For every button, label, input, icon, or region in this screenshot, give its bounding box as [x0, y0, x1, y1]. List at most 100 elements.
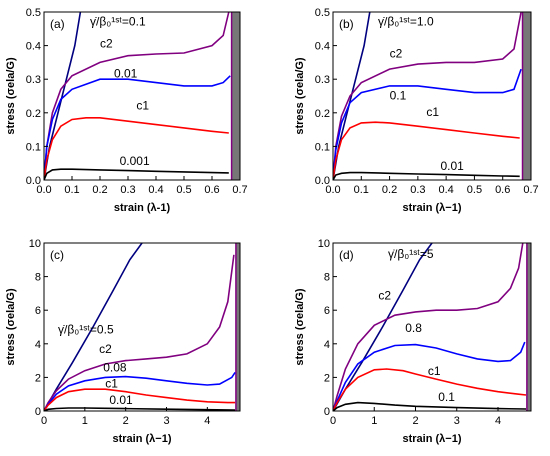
series-line-0.001 [44, 168, 229, 180]
x-tick-label: 0.0 [36, 184, 51, 196]
x-tick-label: 0.1 [64, 184, 79, 196]
y-tick-label: 0.5 [26, 7, 41, 19]
y-axis-label: stress (σela/G) [294, 288, 306, 366]
curve-label-0.08: 0.08 [103, 361, 127, 375]
panel-letter: (a) [50, 17, 65, 31]
series-line-0.01 [333, 171, 520, 180]
curve-label-0.01: 0.01 [109, 393, 133, 407]
y-axis-label: stress (σela/G) [294, 57, 306, 135]
panel-letter: (c) [50, 248, 64, 262]
y-tick-label: 0.4 [26, 41, 41, 53]
panel-letter: (b) [339, 17, 354, 31]
x-tick-label: 1 [371, 415, 377, 427]
series-group [44, 243, 236, 411]
x-tick-label: 0 [41, 415, 47, 427]
limit-band [526, 243, 531, 411]
x-tick-label: 0.5 [467, 184, 482, 196]
y-tick-label: 10 [29, 238, 41, 250]
x-tick-label: 2 [123, 415, 129, 427]
series-line-0.08 [44, 371, 236, 411]
x-tick-label: 4 [204, 415, 210, 427]
x-tick-label: 0.6 [204, 184, 219, 196]
y-axis-label: stress (σela/G) [5, 288, 17, 366]
series-line-0.1 [333, 68, 522, 180]
series-group [333, 243, 527, 411]
panel-a: 0.0 0.1 0.2 0.3 0.4 0.5 0.6 0.7 0.0 0.1 0.2 0.3 0.4 0… [5, 7, 248, 214]
x-tick-label: 0.4 [148, 184, 163, 196]
y-tick-label: 2 [35, 372, 41, 384]
x-tick-label: 0.2 [92, 184, 107, 196]
curve-label-c1: c1 [428, 364, 441, 378]
y-tick-label: 4 [35, 339, 41, 351]
x-tick-label: 0.1 [354, 184, 369, 196]
curve-label-0.001: 0.001 [120, 154, 150, 168]
x-tick-label: 4 [495, 415, 501, 427]
series-line-c2 [44, 12, 230, 180]
x-tick-label: 0.2 [382, 184, 397, 196]
series-line-c2 [44, 254, 235, 411]
x-tick-label: 0.0 [325, 184, 340, 196]
x-axis-label: strain (λ−1) [403, 433, 462, 445]
series-group [333, 12, 522, 180]
x-tick-label: 3 [163, 415, 169, 427]
y-tick-label: 0.0 [315, 175, 330, 187]
y-tick-label: 0.1 [315, 141, 330, 153]
limit-band [231, 12, 240, 180]
axes-frame [43, 242, 241, 412]
x-axis-label: strain (λ-1) [114, 202, 171, 214]
panel-b: 0.0 0.1 0.2 0.3 0.4 0.5 0.6 0.7 0.0 0.1 0.2 0.3 0.4 0… [294, 7, 539, 214]
curve-label-0.8: 0.8 [405, 321, 422, 335]
y-tick-label: 0.4 [315, 41, 330, 53]
series-line-affine [333, 12, 371, 180]
y-tick-label: 4 [324, 339, 330, 351]
series-line-affine [44, 12, 82, 180]
y-tick-label: 0.3 [26, 74, 41, 86]
curve-label-0.01: 0.01 [114, 67, 138, 81]
x-tick-label: 0.6 [495, 184, 510, 196]
curve-label-c1: c1 [426, 105, 439, 119]
x-tick-label: 2 [412, 415, 418, 427]
series-line-c2 [333, 12, 522, 180]
series-line-c2 [333, 243, 524, 411]
limit-band [522, 12, 531, 180]
series-line-c1 [333, 368, 527, 411]
series-line-0.1 [333, 401, 527, 411]
y-tick-label: 6 [35, 305, 41, 317]
rate-label: γ̇/β₀¹ˢᵗ=5 [388, 247, 434, 261]
panel-letter: (d) [339, 248, 354, 262]
x-tick-label: 0.7 [232, 184, 247, 196]
x-tick-label: 1 [82, 415, 88, 427]
series-line-affine [44, 243, 143, 411]
x-axis-label: strain (λ−1) [403, 202, 462, 214]
y-tick-label: 0.1 [26, 141, 41, 153]
curve-label-c1: c1 [136, 98, 149, 112]
y-tick-label: 0.2 [26, 108, 41, 120]
y-tick-label: 0.5 [315, 7, 330, 19]
series-line-0.8 [333, 341, 526, 411]
y-tick-label: 8 [35, 272, 41, 284]
rate-label: γ̇/β₀¹ˢᵗ=1.0 [378, 14, 434, 28]
panel-d: 0 1 2 3 4 0 2 4 6 8 10 strain (λ−1) stress (σela/G) (… [294, 238, 532, 445]
axes-frame [332, 242, 532, 412]
series-group [44, 12, 231, 180]
limit-band [235, 243, 240, 411]
x-tick-label: 0.3 [410, 184, 425, 196]
axes-frame [332, 11, 532, 181]
y-tick-label: 0 [324, 406, 330, 418]
curve-label-0.01: 0.01 [440, 159, 464, 173]
axes-frame [43, 11, 241, 181]
curve-label-0.1: 0.1 [390, 88, 407, 102]
y-tick-label: 0 [35, 406, 41, 418]
y-tick-label: 6 [324, 305, 330, 317]
x-tick-label: 0.7 [523, 184, 538, 196]
series-line-c1 [333, 121, 520, 180]
rate-label: γ̇/β₀¹ˢᵗ=0.5 [58, 323, 114, 337]
y-tick-label: 0.0 [26, 175, 41, 187]
x-tick-label: 0 [330, 415, 336, 427]
curve-label-c2: c2 [100, 36, 113, 50]
panel-c: 0 1 2 3 4 0 2 4 6 8 10 strain (λ−1) stress (σela/G) (… [5, 238, 241, 445]
y-axis-label: stress (σela/G) [5, 57, 17, 135]
curve-label-c2: c2 [390, 46, 403, 60]
series-line-0.01 [44, 75, 231, 180]
